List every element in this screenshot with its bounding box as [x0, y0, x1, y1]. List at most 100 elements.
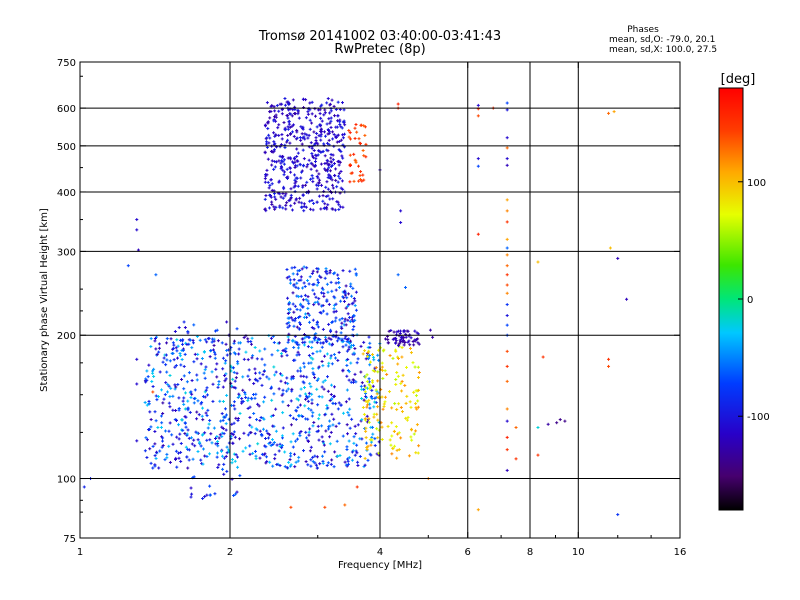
cluster-point — [155, 353, 159, 357]
cluster-point — [324, 412, 328, 416]
cluster-point — [372, 405, 376, 409]
scatter-points — [82, 97, 629, 517]
cluster-point — [241, 388, 245, 392]
cluster-point — [265, 375, 269, 379]
cluster-point — [395, 456, 399, 460]
cluster-point — [309, 356, 313, 360]
cluster-point — [251, 451, 255, 455]
cluster-point — [390, 452, 394, 456]
cluster-point — [263, 444, 267, 448]
cluster-point — [301, 286, 305, 290]
cluster-point — [266, 127, 270, 131]
cluster-point — [412, 432, 416, 436]
cluster-point — [302, 265, 306, 269]
cluster-point — [368, 387, 372, 391]
cluster-point — [370, 438, 374, 442]
cluster-point — [332, 310, 336, 314]
cluster-point — [163, 393, 167, 397]
cluster-point — [344, 400, 348, 404]
cluster-point — [315, 200, 319, 204]
cluster-point — [376, 353, 380, 357]
data-point — [428, 328, 432, 332]
cluster-point — [316, 339, 320, 343]
cluster-point — [290, 124, 294, 128]
cluster-point — [329, 430, 333, 434]
cluster-point — [178, 354, 182, 358]
cluster-point — [319, 132, 323, 136]
cluster-point — [318, 274, 322, 278]
cluster-point — [319, 150, 323, 154]
cluster-point — [302, 204, 306, 208]
cluster-point — [207, 422, 211, 426]
x-tick-label: 16 — [674, 547, 687, 558]
cluster-point — [295, 272, 299, 276]
cluster-point — [351, 301, 355, 305]
cluster-point — [290, 389, 294, 393]
cluster-point — [263, 395, 267, 399]
cluster-point — [179, 363, 183, 367]
cluster-point — [221, 356, 225, 360]
cluster-point — [300, 142, 304, 146]
cluster-point — [414, 429, 418, 433]
cluster-point — [308, 320, 312, 324]
cluster-point — [353, 453, 357, 457]
cluster-point — [352, 314, 356, 318]
cluster-point — [348, 164, 352, 168]
cluster-point — [356, 464, 360, 468]
cluster-point — [311, 156, 315, 160]
cluster-point — [187, 342, 191, 346]
cluster-point — [336, 119, 340, 123]
cluster-point — [248, 378, 252, 382]
cluster-point — [227, 450, 231, 454]
cluster-point — [324, 338, 328, 342]
cluster-point — [322, 387, 326, 391]
cluster-point — [353, 267, 357, 271]
cluster-point — [318, 108, 322, 112]
data-point — [505, 291, 509, 295]
cluster-point — [333, 114, 337, 118]
cluster-point — [233, 352, 237, 356]
cluster-point — [143, 400, 147, 404]
cluster-point — [388, 438, 392, 442]
cluster-point — [286, 340, 290, 344]
cluster-point — [250, 397, 254, 401]
cluster-point — [345, 296, 349, 300]
cluster-point — [317, 438, 321, 442]
cluster-point — [270, 353, 274, 357]
cluster-point — [187, 448, 191, 452]
cluster-point — [315, 430, 319, 434]
cluster-point — [267, 442, 271, 446]
cluster-point — [400, 379, 404, 383]
cluster-point — [313, 165, 317, 169]
cluster-point — [283, 465, 287, 469]
cluster-point — [331, 401, 335, 405]
cluster-point — [353, 136, 357, 140]
cluster-point — [275, 443, 279, 447]
cluster-point — [312, 327, 316, 331]
cluster-point — [327, 166, 331, 170]
cluster-point — [270, 182, 274, 186]
cluster-point — [281, 168, 285, 172]
cluster-point — [210, 340, 214, 344]
cluster-point — [146, 375, 150, 379]
cluster-point — [373, 396, 377, 400]
cluster-point — [371, 380, 375, 384]
cluster-point — [358, 141, 362, 145]
cluster-point — [154, 394, 158, 398]
cluster-point — [309, 445, 313, 449]
cluster-point — [412, 390, 416, 394]
cluster-point — [350, 417, 354, 421]
cluster-point — [173, 418, 177, 422]
cluster-point — [318, 178, 322, 182]
cluster-point — [322, 294, 326, 298]
cluster-point — [325, 148, 329, 152]
cluster-point — [310, 121, 314, 125]
cluster-point — [408, 400, 412, 404]
cluster-point — [293, 184, 297, 188]
cluster-point — [337, 148, 341, 152]
cluster-point — [295, 437, 299, 441]
cluster-point — [307, 145, 311, 149]
cluster-point — [326, 427, 330, 431]
cluster-point — [260, 432, 264, 436]
cluster-point — [235, 327, 239, 331]
